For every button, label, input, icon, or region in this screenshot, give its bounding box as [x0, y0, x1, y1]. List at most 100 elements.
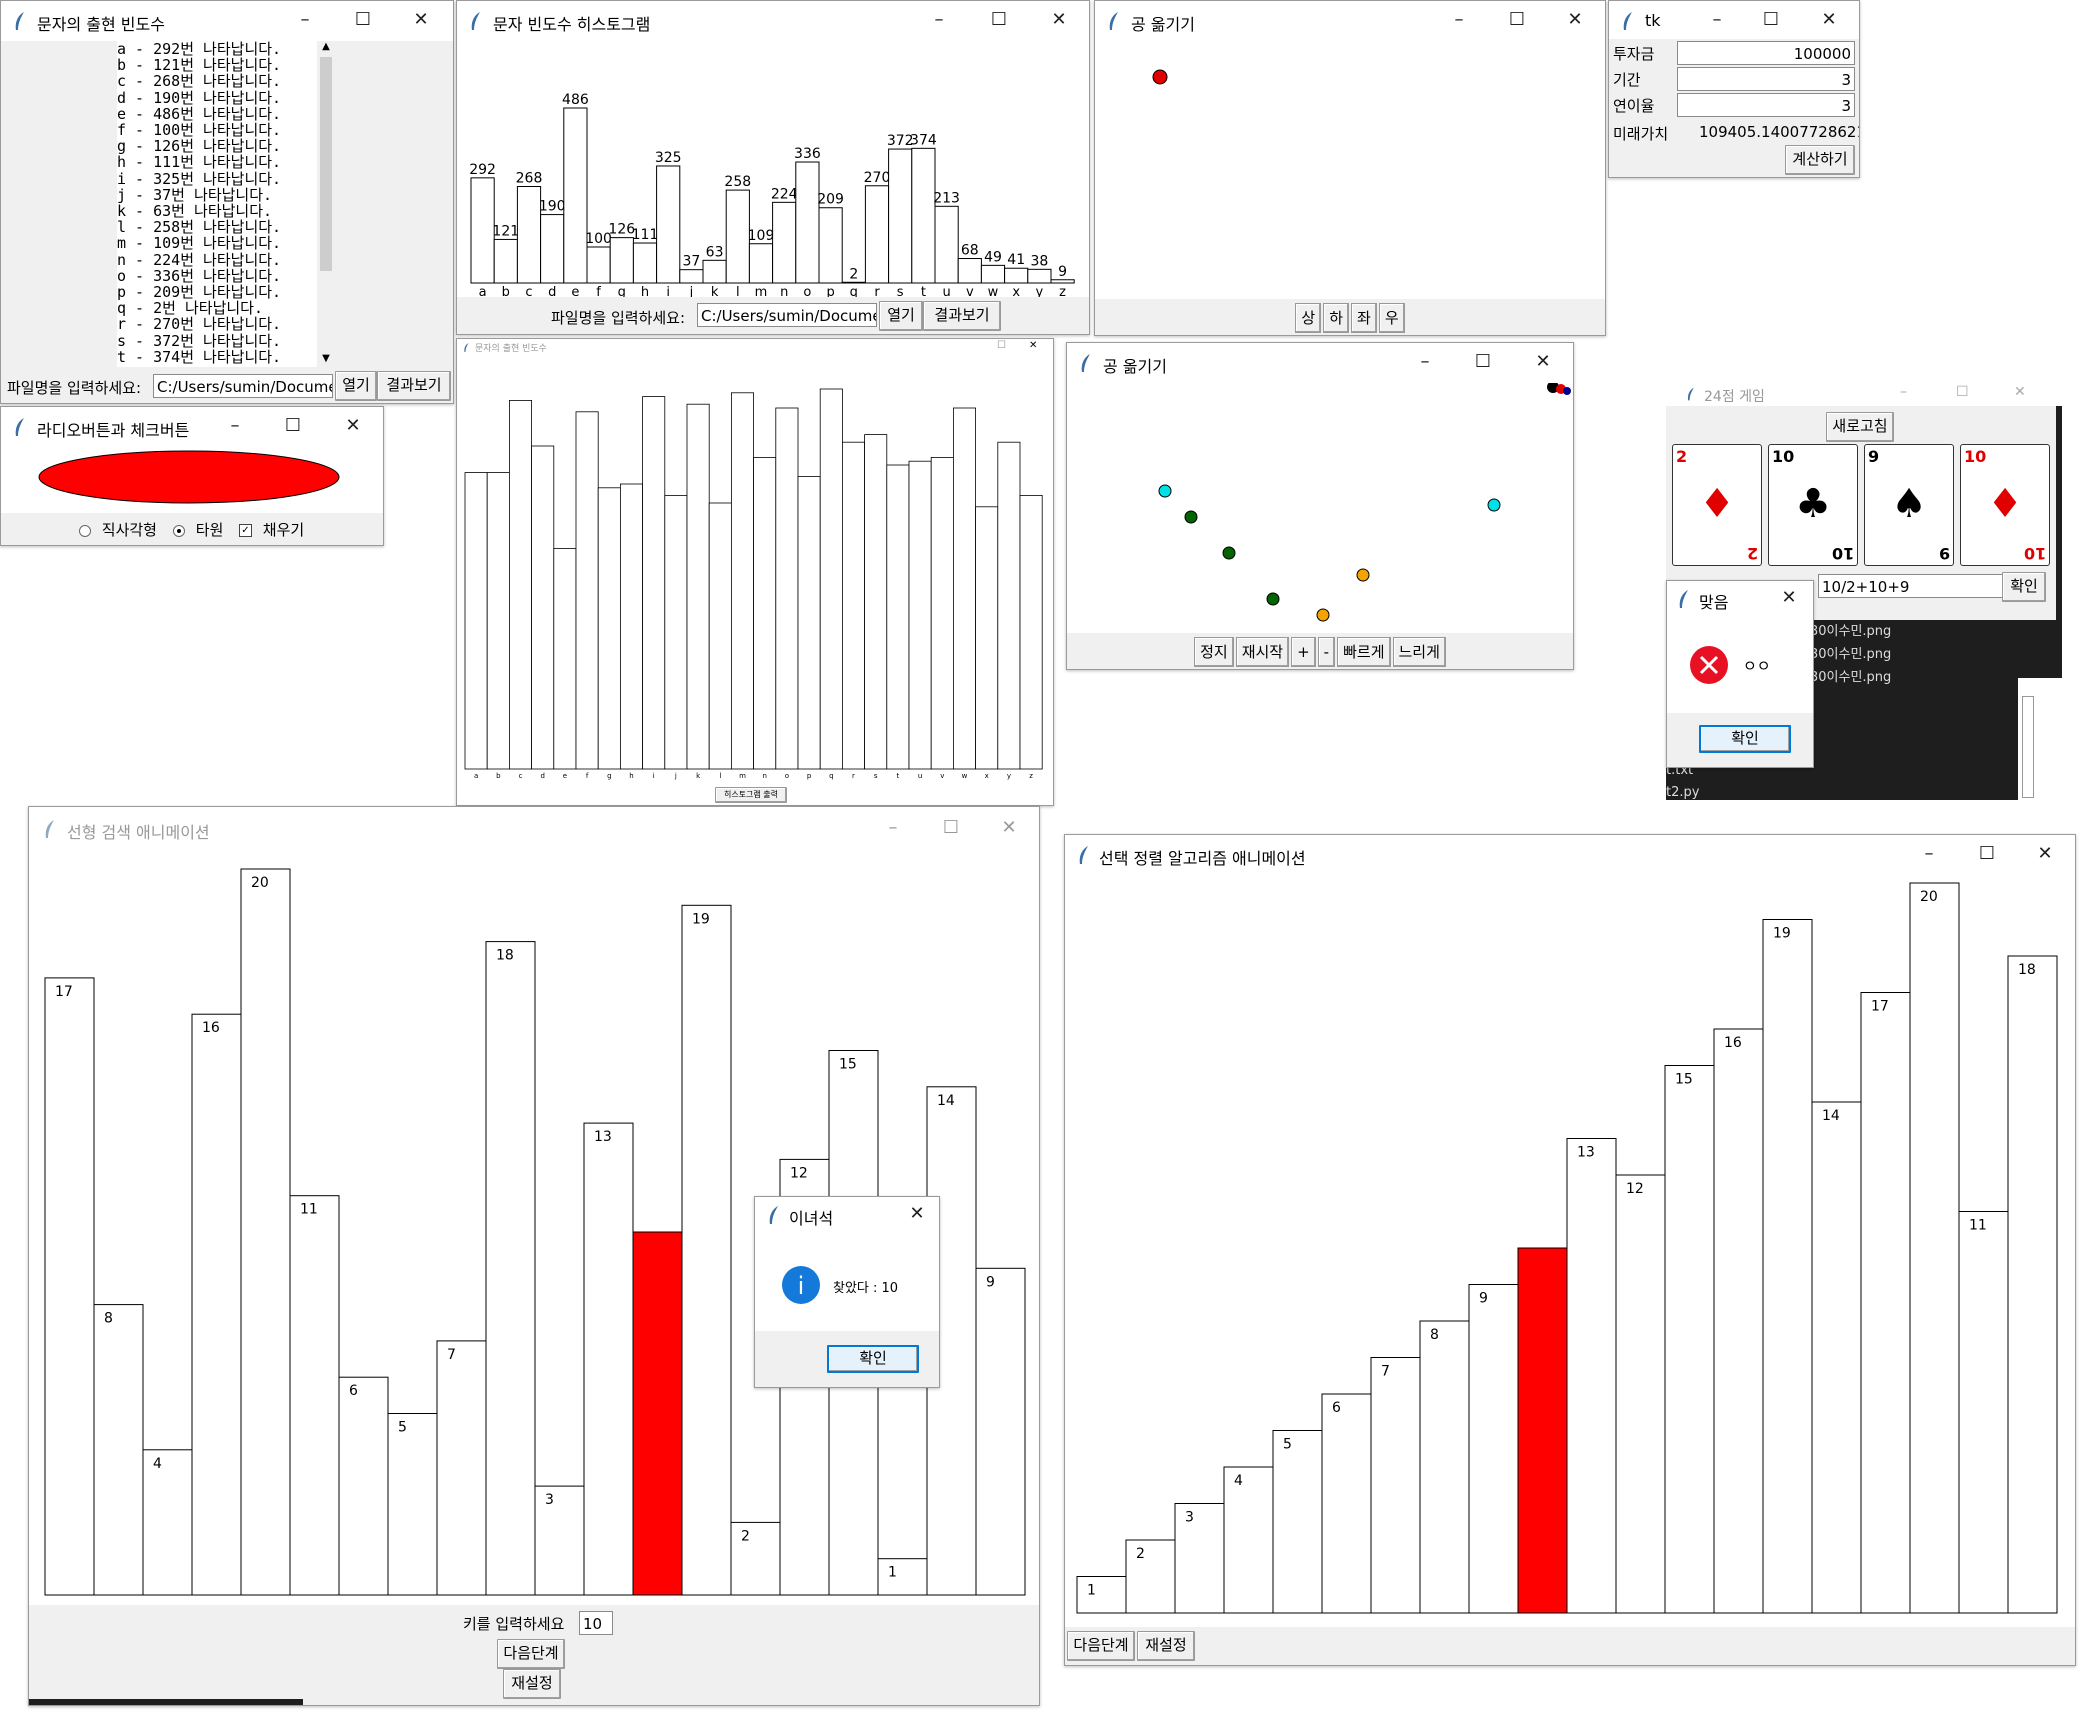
scrollbar[interactable]: ▲ ▼ — [317, 41, 335, 367]
minimize-icon[interactable]: – — [1924, 843, 1934, 864]
plus-button[interactable]: + — [1291, 637, 1316, 667]
title-bar[interactable]: 이녀석 ✕ — [755, 1197, 939, 1233]
left-button[interactable]: 좌 — [1351, 303, 1377, 333]
minimize-icon[interactable]: – — [230, 415, 240, 436]
ball-canvas[interactable] — [1067, 381, 1573, 633]
title-bar[interactable]: 공 옮기기 – ☐ ✕ — [1095, 1, 1605, 47]
close-icon[interactable]: ✕ — [413, 9, 429, 30]
ok-button[interactable]: 확인 — [827, 1345, 919, 1373]
expression-input[interactable]: 10/2+10+9 — [1818, 574, 2008, 598]
close-icon[interactable]: ✕ — [909, 1203, 925, 1224]
minimize-icon[interactable]: – — [1712, 9, 1722, 30]
reset-button[interactable]: 재설정 — [503, 1669, 561, 1699]
title-bar[interactable]: tk – ☐ ✕ — [1609, 1, 1859, 39]
period-input[interactable]: 3 — [1677, 67, 1855, 91]
maximize-icon[interactable]: ☐ — [354, 9, 372, 30]
print-histogram-button[interactable]: 히스토그램 출력 — [715, 787, 787, 803]
frequency-textbox[interactable]: a - 292번 나타납니다. b - 121번 나타납니다. c - 268번 나… — [117, 41, 335, 367]
maximize-icon[interactable]: ☐ — [284, 415, 302, 436]
radio-rectangle[interactable]: 직사각형 — [79, 519, 157, 540]
minimize-icon[interactable]: – — [300, 9, 310, 30]
maximize-icon[interactable]: ☐ — [1508, 9, 1526, 30]
title-bar[interactable]: 공 옮기기 – ☐ ✕ — [1067, 343, 1573, 383]
title-bar[interactable]: 라디오버튼과 체크버튼 – ☐ ✕ — [1, 407, 383, 445]
maximize-icon[interactable]: ☐ — [1956, 384, 1969, 400]
next-step-button[interactable]: 다음단계 — [497, 1639, 565, 1669]
result-button[interactable]: 결과보기 — [923, 301, 1001, 331]
maximize-icon[interactable]: ☐ — [997, 340, 1006, 351]
bar-value-label: 15 — [1675, 1072, 1693, 1088]
minimize-icon[interactable]: – — [934, 9, 944, 30]
title-bar[interactable]: 문자 빈도수 히스토그램 – ☐ ✕ — [457, 1, 1089, 45]
histogram-bar — [486, 472, 510, 770]
histogram-bar — [563, 107, 588, 284]
stop-button[interactable]: 정지 — [1194, 637, 1234, 667]
restart-button[interactable]: 재시작 — [1235, 637, 1290, 667]
file-input[interactable]: C:/Users/sumin/Documen — [153, 374, 333, 398]
file-list-item[interactable]: t2.py — [1666, 785, 1700, 800]
faster-button[interactable]: 빠르게 — [1337, 637, 1391, 667]
maximize-icon[interactable]: ☐ — [1762, 9, 1780, 30]
ok-button[interactable]: 확인 — [1699, 725, 1791, 753]
scroll-thumb[interactable] — [320, 57, 332, 271]
close-icon[interactable]: ✕ — [1029, 340, 1038, 351]
minus-button[interactable]: - — [1317, 637, 1336, 667]
bar — [387, 1413, 438, 1596]
down-button[interactable]: 하 — [1323, 303, 1349, 333]
frequency-line: p - 209번 나타납니다. — [117, 283, 282, 302]
calculate-button[interactable]: 계산하기 — [1785, 145, 1855, 175]
feather-icon — [45, 820, 54, 838]
close-icon[interactable]: ✕ — [1001, 817, 1017, 838]
close-icon[interactable]: ✕ — [345, 415, 361, 436]
minimize-icon[interactable]: – — [1454, 9, 1464, 30]
refresh-button[interactable]: 새로고침 — [1826, 412, 1894, 442]
bar — [1909, 882, 1960, 1614]
radio-oval[interactable]: 타원 — [173, 519, 223, 540]
open-button[interactable]: 열기 — [335, 371, 377, 401]
fill-checkbox[interactable]: ✓ 채우기 — [239, 519, 304, 540]
reset-button[interactable]: 재설정 — [1137, 1631, 1195, 1661]
maximize-icon[interactable]: ☐ — [942, 817, 960, 838]
close-icon[interactable]: ✕ — [1051, 9, 1067, 30]
filled-oval — [38, 450, 340, 504]
close-icon[interactable]: ✕ — [2037, 843, 2053, 864]
minimize-icon[interactable]: – — [888, 817, 898, 838]
bar-value-label: 6 — [349, 1383, 358, 1399]
close-icon[interactable]: ✕ — [1535, 351, 1551, 372]
rate-input[interactable]: 3 — [1677, 93, 1855, 117]
title-bar[interactable]: 24점 게임 – ☐ ✕ — [1666, 384, 2062, 406]
title-bar[interactable]: 선형 검색 애니메이션 – ☐ ✕ — [29, 807, 1039, 851]
confirm-button[interactable]: 확인 — [2002, 572, 2046, 602]
histogram-category-label: x — [1012, 285, 1020, 297]
scroll-up-icon[interactable]: ▲ — [322, 41, 330, 52]
histogram-bar — [1050, 279, 1075, 284]
ball-canvas[interactable] — [1095, 47, 1605, 299]
close-icon[interactable]: ✕ — [2014, 384, 2026, 400]
close-icon[interactable]: ✕ — [1567, 9, 1583, 30]
close-icon[interactable]: ✕ — [1821, 9, 1837, 30]
close-icon[interactable]: ✕ — [1781, 587, 1797, 608]
next-step-button[interactable]: 다음단계 — [1067, 1631, 1135, 1661]
up-button[interactable]: 상 — [1295, 303, 1322, 333]
minimize-icon[interactable]: – — [1900, 384, 1907, 400]
slower-button[interactable]: 느리게 — [1392, 637, 1446, 667]
maximize-icon[interactable]: ☐ — [1474, 351, 1492, 372]
file-list-item[interactable]: 30이수민.png — [1810, 624, 1892, 639]
open-button[interactable]: 열기 — [879, 301, 923, 331]
invest-input[interactable]: 100000 — [1677, 41, 1855, 65]
maximize-icon[interactable]: ☐ — [1978, 843, 1996, 864]
result-button[interactable]: 결과보기 — [377, 371, 451, 401]
right-button[interactable]: 우 — [1378, 303, 1405, 333]
maximize-icon[interactable]: ☐ — [990, 9, 1008, 30]
file-input[interactable]: C:/Users/sumin/Documen — [697, 303, 877, 327]
title-bar[interactable]: 선택 정렬 알고리즘 애니메이션 – ☐ ✕ — [1065, 835, 2075, 875]
key-input[interactable]: 10 — [579, 1611, 613, 1635]
minimize-icon[interactable]: – — [1420, 351, 1430, 372]
title-bar[interactable]: 맞음 ✕ — [1667, 581, 1813, 617]
file-list-item[interactable]: 30이수민.png — [1810, 670, 1892, 685]
scroll-down-icon[interactable]: ▼ — [322, 353, 330, 364]
title-bar[interactable]: 문자의 출현 빈도수 ☐ ✕ — [457, 339, 1053, 357]
title-bar[interactable]: 문자의 출현 빈도수 – ☐ ✕ — [1, 1, 453, 41]
file-list-item[interactable]: 30이수민.png — [1810, 647, 1892, 662]
histogram-value-label: 209 — [817, 192, 844, 208]
